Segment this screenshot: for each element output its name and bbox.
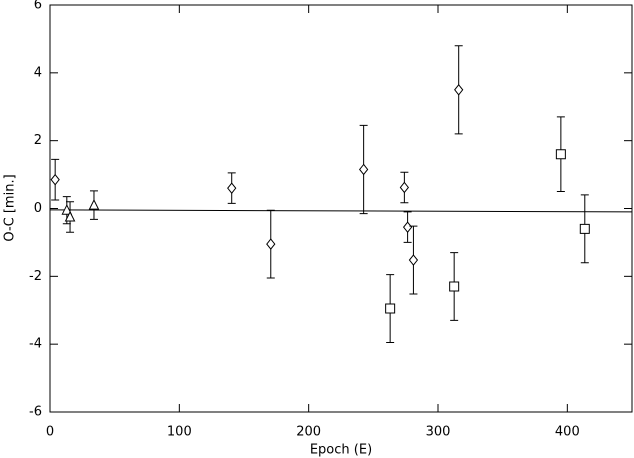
point [454,83,464,96]
y-tick-label: -4 [29,337,42,352]
y-tick-label: 6 [34,0,42,13]
point [61,204,73,215]
plot-frame [49,4,633,413]
point [266,238,276,250]
point [399,181,410,194]
fit-line [49,209,633,213]
point [449,281,460,292]
x-tick-label: 200 [296,425,321,440]
point [88,198,100,210]
point [402,221,413,233]
x-tick-label: 100 [167,425,192,440]
point [358,163,369,176]
point [64,210,76,222]
x-tick-label: 300 [426,425,451,440]
point [579,223,590,234]
point [555,149,566,160]
x-tick-label: 400 [555,425,580,440]
y-tick-label: 2 [34,133,42,148]
y-tick-label: -2 [29,269,42,284]
y-tick-label: 4 [34,65,42,80]
point [385,303,396,314]
y-tick-label: 0 [34,201,42,216]
y-axis-label: O-C [min.] [3,174,18,241]
point [408,254,419,266]
x-tick-label: 0 [46,425,54,440]
point [50,173,60,186]
y-tick-label: -6 [29,405,42,420]
point [227,182,237,194]
x-axis-label: Epoch (E) [310,443,372,458]
